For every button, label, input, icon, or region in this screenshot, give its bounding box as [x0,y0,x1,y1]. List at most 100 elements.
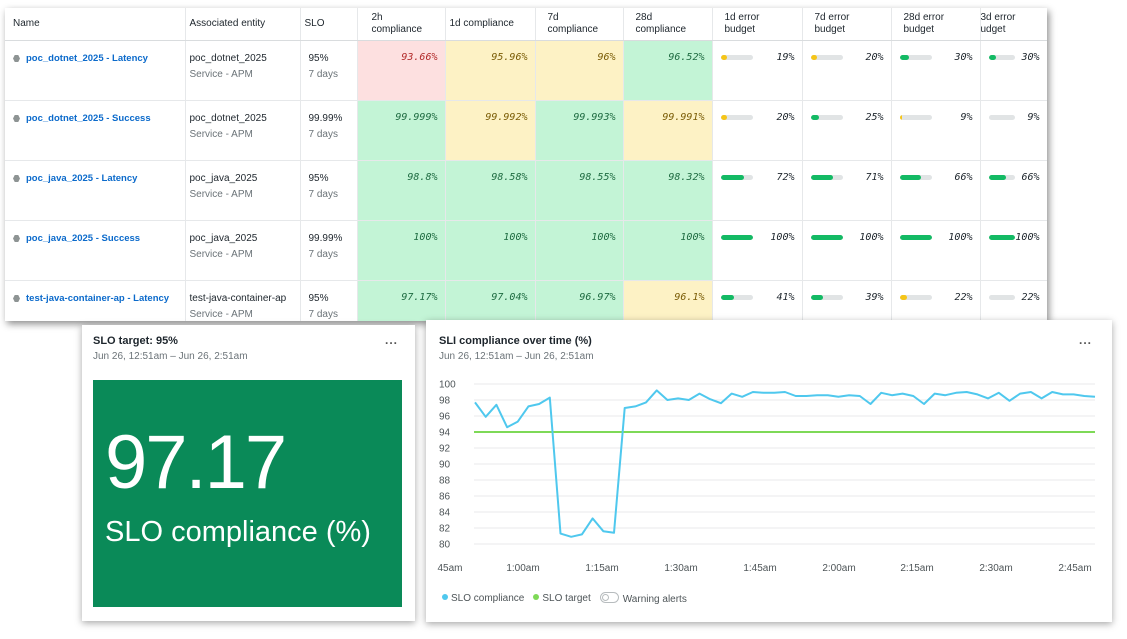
error-budget-value: 30% [954,52,973,63]
column-header-slo[interactable]: SLO [300,8,358,41]
column-header-name[interactable]: Name [5,8,186,41]
error-budget-value: 100% [859,232,884,243]
compliance-cell: 98.55% [535,160,624,221]
error-budget-bar [810,114,843,120]
chart-more-options-icon[interactable]: ... [1079,333,1093,347]
slo-name-link[interactable]: poc_dotnet_2025 - Success [26,113,151,124]
compliance-value: 98.58% [491,172,528,183]
error-budget-bar [988,234,1015,240]
error-budget-value: 20% [776,112,795,123]
compliance-value: 99.992% [485,112,528,123]
error-budget-bar [720,114,753,120]
y-tick-label: 90 [439,460,451,471]
slo-name-link[interactable]: poc_java_2025 - Latency [26,173,138,184]
table-row[interactable]: poc_dotnet_2025 - Success poc_dotnet_2025… [5,100,1047,161]
compliance-cell: 99.999% [357,100,446,161]
column-header-7d-compliance[interactable]: 7d compliance [535,8,624,41]
entity-name[interactable]: poc_dotnet_2025 [189,53,267,64]
cell-entity: poc_java_2025 Service - APM [185,160,301,221]
compliance-value: 95.96% [491,52,528,63]
compliance-label: SLO compliance (%) [105,516,371,548]
compliance-value: 96.52% [668,52,705,63]
slo-status-icon [13,175,20,182]
legend-label-alerts: Warning alerts [622,594,687,605]
compliance-cell: 96.52% [623,40,713,101]
error-budget-cell: 100% [891,220,981,281]
x-tick-label: 1:30am [664,563,697,574]
y-tick-label: 88 [439,476,451,487]
compliance-value: 93.66% [401,52,438,63]
error-budget-value: 66% [954,172,973,183]
column-header-28d-compliance[interactable]: 28d compliance [623,8,713,41]
legend-item-target[interactable]: SLO target [533,593,591,604]
slo-name-link[interactable]: poc_dotnet_2025 - Latency [26,53,148,64]
x-tick-label: 1:45am [743,563,776,574]
compliance-cell: 99.991% [623,100,713,161]
column-header-7d-error-budget[interactable]: 7d error budget [802,8,892,41]
more-options-icon[interactable]: ... [385,333,399,347]
error-budget-cell: 20% [802,40,892,101]
error-budget-value: 9% [1027,112,1040,123]
sli-chart-card: SLI compliance over time (%) Jun 26, 12:… [426,320,1112,622]
error-budget-cell: 72% [712,160,803,221]
error-budget-bar [720,54,753,60]
compliance-cell: 100% [623,220,713,281]
warning-alerts-toggle[interactable]: Warning alerts [599,592,687,605]
error-budget-bar [720,174,753,180]
entity-name[interactable]: poc_dotnet_2025 [189,113,267,124]
compliance-cell: 97.04% [445,280,536,321]
slo-period: 7 days [308,249,338,260]
error-budget-value: 22% [954,292,973,303]
error-budget-cell: 39% [802,280,892,321]
y-tick-label: 96 [439,412,451,423]
x-tick-label: 2:15am [900,563,933,574]
compliance-value: 97.04% [491,292,528,303]
error-budget-fill [720,54,727,60]
error-budget-fill [988,54,997,60]
cell-name: poc_dotnet_2025 - Latency [5,40,186,101]
error-budget-value: 71% [865,172,884,183]
y-tick-label: 86 [439,492,451,503]
column-header-2h-compliance[interactable]: 2h compliance [357,8,446,41]
compliance-cell: 99.992% [445,100,536,161]
error-budget-value: 22% [1021,292,1040,303]
error-budget-fill [899,174,921,180]
legend-label-target: SLO target [542,593,591,604]
error-budget-cell: 71% [802,160,892,221]
slo-target-card: SLO target: 95% Jun 26, 12:51am – Jun 26… [82,325,415,621]
table-row[interactable]: test-java-container-ap - Latency test-jav… [5,280,1047,321]
slo-status-icon [13,55,20,62]
slo-table: Name Associated entity SLO 2h compliance … [5,8,1047,321]
compliance-cell: 98.58% [445,160,536,221]
slo-name-link[interactable]: poc_java_2025 - Success [26,233,141,244]
column-header-1d-compliance[interactable]: 1d compliance [445,8,536,41]
table-row[interactable]: poc_dotnet_2025 - Latency poc_dotnet_2025… [5,40,1047,101]
legend-dot-target [533,594,540,600]
legend-item-sli[interactable]: SLO compliance [442,593,524,604]
entity-name[interactable]: poc_java_2025 [189,233,258,244]
slo-name-link[interactable]: test-java-container-ap - Latency [26,293,170,304]
error-budget-fill [810,234,843,240]
error-budget-cell: 22% [891,280,981,321]
entity-name[interactable]: test-java-container-ap [189,293,287,304]
error-budget-value: 41% [776,292,795,303]
x-tick-label: 1:15am [585,563,618,574]
compliance-cell: 96% [535,40,624,101]
column-header-28d-error-budget[interactable]: 28d error budget [891,8,981,41]
table-row[interactable]: poc_java_2025 - Success poc_java_2025 Serv… [5,220,1047,281]
y-tick-label: 82 [439,524,451,535]
compliance-value: 100% [680,232,705,243]
error-budget-bar [720,234,753,240]
error-budget-value: 39% [865,292,884,303]
compliance-value: 98.32% [668,172,705,183]
error-budget-bar [988,174,1015,180]
error-budget-cell: 100% [712,220,803,281]
compliance-value: 100% [413,232,438,243]
entity-name[interactable]: poc_java_2025 [189,173,258,184]
column-header-entity[interactable]: Associated entity [185,8,301,41]
table-row[interactable]: poc_java_2025 - Latency poc_java_2025 Serv… [5,160,1047,221]
column-header-extra-error-budget[interactable]: 3d error udget [980,8,1047,41]
column-header-1d-error-budget[interactable]: 1d error budget [712,8,803,41]
slo-target-value: 99.99% [308,113,343,124]
compliance-value: 98.8% [407,172,438,183]
